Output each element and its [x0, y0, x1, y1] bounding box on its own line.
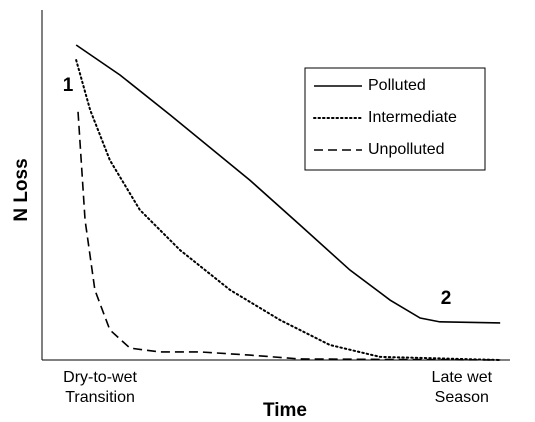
legend-box	[304, 67, 486, 171]
annotation: 1	[63, 75, 74, 96]
legend: Polluted Intermediate Unpolluted	[304, 67, 486, 171]
x-axis-label: Time	[263, 400, 307, 421]
line	[77, 111, 501, 361]
y-axis-label: N Loss	[11, 158, 32, 221]
x-tick-label: Dry-to-wet Transition	[63, 369, 137, 406]
legend-label: Unpolluted	[368, 141, 445, 158]
line	[75, 59, 502, 361]
legend-label: Intermediate	[368, 109, 457, 126]
line	[75, 44, 501, 324]
annotation: 2	[441, 288, 452, 309]
x-tick-label: Late wet Season	[432, 369, 493, 406]
legend-label: Polluted	[368, 77, 426, 94]
